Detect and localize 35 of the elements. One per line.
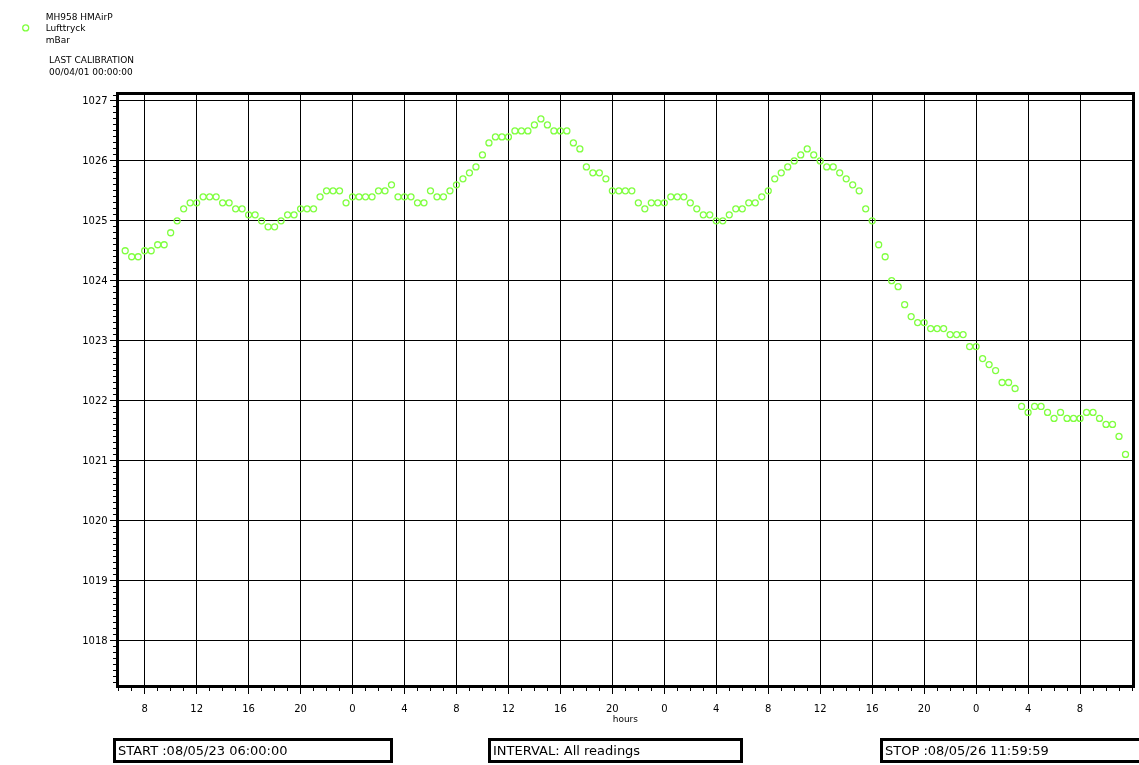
y-tick-label: 1023 (82, 335, 108, 347)
text: STOP :08/05/26 11:59:59 (885, 743, 1049, 758)
text: LAST CALIBRATION 00/04/01 00:00:00 (49, 55, 135, 77)
y-tick-label: 1018 (82, 634, 108, 646)
x-tick-label: 20 (917, 703, 931, 714)
x-tick-label: 16 (865, 703, 879, 714)
text: INTERVAL: All readings (493, 743, 641, 758)
x-tick-label: 0 (349, 703, 356, 714)
x-tick-label: 8 (765, 703, 772, 714)
x-tick-label: 16 (242, 703, 255, 714)
x-tick-label: 16 (554, 703, 567, 714)
text: START :08/05/23 06:00:00 (118, 743, 288, 758)
y-tick-label: 1021 (82, 454, 108, 466)
x-tick-label: 20 (294, 703, 307, 714)
y-tick-label: 1020 (82, 514, 108, 526)
x-tick-label: 4 (1024, 703, 1032, 714)
x-axis-title: hours (612, 714, 639, 724)
x-tick-label: 12 (190, 703, 204, 714)
y-tick-label: 1024 (82, 275, 108, 287)
x-tick-label: 0 (661, 703, 668, 714)
x-tick-label: 20 (605, 703, 619, 714)
x-tick-label: 12 (813, 703, 827, 714)
x-tick-label: 0 (972, 703, 980, 714)
x-tick-label: 4 (713, 703, 720, 714)
x-tick-label: 8 (453, 703, 460, 714)
y-tick-label: 1025 (82, 215, 108, 227)
y-tick-label: 1019 (82, 574, 108, 586)
y-tick-label: 1026 (82, 155, 108, 167)
x-tick-label: 12 (502, 703, 515, 714)
y-tick-label: 1027 (82, 95, 108, 107)
y-tick-label: 1022 (82, 394, 108, 406)
x-tick-label: 4 (401, 703, 408, 714)
x-tick-label: 8 (141, 703, 148, 714)
legend-label: MH958 HMAirP Lufttryck mBar (45, 11, 114, 46)
x-tick-label: 8 (1076, 703, 1084, 714)
